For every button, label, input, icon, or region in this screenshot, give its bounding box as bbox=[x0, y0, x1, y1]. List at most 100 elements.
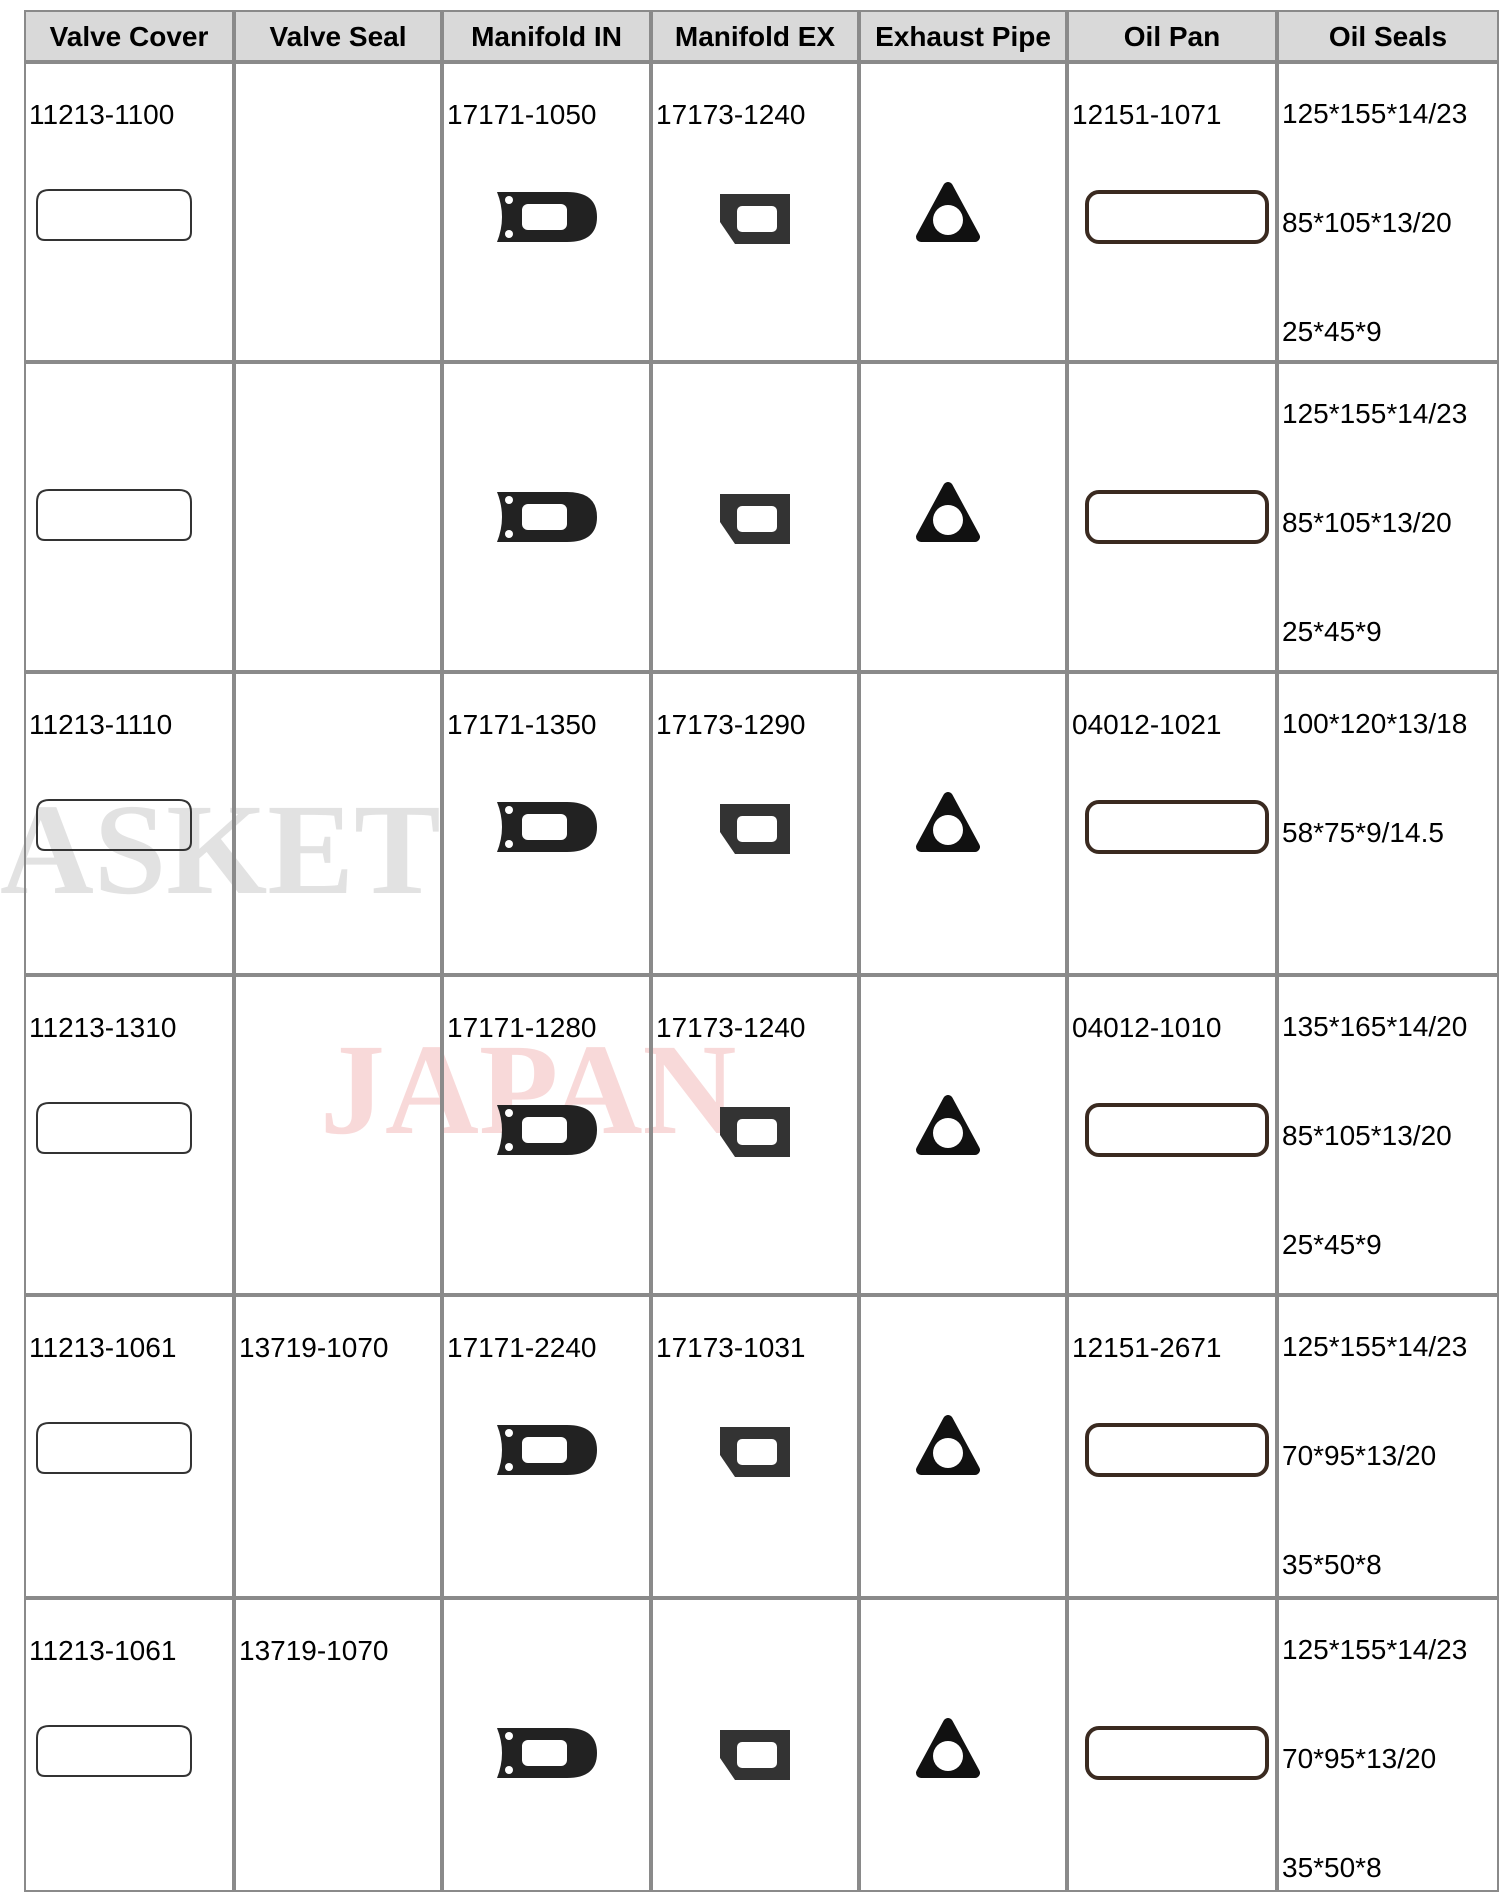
oil-seal-size: 25*45*9 bbox=[1282, 316, 1382, 347]
table-cell bbox=[1277, 362, 1499, 672]
part-number: 17173-1031 bbox=[656, 1332, 806, 1363]
table-cell bbox=[234, 1295, 442, 1598]
oil-seal-size: 85*105*13/20 bbox=[1282, 1120, 1452, 1151]
part-number: 17171-1280 bbox=[447, 1012, 597, 1043]
oil-seal-size: 35*50*8 bbox=[1282, 1549, 1382, 1580]
oil-seal-size: 85*105*13/20 bbox=[1282, 507, 1452, 538]
oil-seal-size: 135*165*14/20 bbox=[1282, 1011, 1468, 1042]
gasket-image bbox=[916, 182, 980, 242]
table-cell bbox=[1277, 62, 1499, 362]
table-cell bbox=[859, 362, 1067, 672]
gasket-image bbox=[916, 1415, 980, 1475]
table-cell bbox=[1067, 1295, 1277, 1598]
table-cell bbox=[1067, 672, 1277, 975]
gasket-image bbox=[36, 189, 192, 241]
gasket-image bbox=[496, 1105, 597, 1155]
gasket-image bbox=[496, 1425, 597, 1475]
gasket-image bbox=[720, 1730, 790, 1780]
table-cell bbox=[442, 62, 651, 362]
oil-seal-size: 100*120*13/18 bbox=[1282, 708, 1468, 739]
part-number: 13719-1070 bbox=[239, 1635, 389, 1666]
table-cell bbox=[651, 362, 859, 672]
part-number: 11213-1110 bbox=[29, 709, 173, 740]
column-header: Valve Cover bbox=[24, 10, 234, 62]
table-cell bbox=[651, 62, 859, 362]
gasket-image bbox=[36, 1102, 192, 1154]
gasket-image bbox=[720, 804, 790, 854]
column-header: Oil Pan bbox=[1067, 10, 1277, 62]
gasket-image bbox=[916, 1718, 980, 1778]
table-cell bbox=[651, 1598, 859, 1892]
table-cell bbox=[1277, 975, 1499, 1295]
oil-seal-size: 125*155*14/23 bbox=[1282, 98, 1468, 129]
table-cell bbox=[24, 62, 234, 362]
part-number: 17173-1290 bbox=[656, 709, 806, 740]
oil-seal-size: 35*50*8 bbox=[1282, 1852, 1382, 1883]
oil-seal-size: 25*45*9 bbox=[1282, 616, 1382, 647]
gasket-image bbox=[1085, 800, 1269, 854]
oil-seal-size: 125*155*14/23 bbox=[1282, 1331, 1468, 1362]
gasket-image bbox=[36, 1422, 192, 1474]
gasket-image bbox=[916, 482, 980, 542]
table-cell bbox=[234, 1598, 442, 1892]
gasket-image bbox=[1085, 1103, 1269, 1157]
table-cell bbox=[234, 62, 442, 362]
table-cell bbox=[859, 1598, 1067, 1892]
part-number: 17173-1240 bbox=[656, 99, 806, 130]
gasket-image bbox=[1085, 190, 1269, 244]
table-cell bbox=[24, 362, 234, 672]
table-cell bbox=[442, 672, 651, 975]
table-cell bbox=[859, 62, 1067, 362]
gasket-image bbox=[916, 792, 980, 852]
gasket-image bbox=[720, 1107, 790, 1157]
table-cell bbox=[859, 672, 1067, 975]
part-number: 11213-1061 bbox=[29, 1635, 177, 1666]
part-number: 11213-1310 bbox=[29, 1012, 177, 1043]
column-header: Oil Seals bbox=[1277, 10, 1499, 62]
table-cell bbox=[651, 975, 859, 1295]
column-header: Exhaust Pipe bbox=[859, 10, 1067, 62]
gasket-image bbox=[36, 1725, 192, 1777]
table-cell bbox=[24, 672, 234, 975]
table-cell bbox=[24, 1295, 234, 1598]
gasket-image bbox=[720, 194, 790, 244]
part-number: 13719-1070 bbox=[239, 1332, 389, 1363]
gasket-image bbox=[496, 492, 597, 542]
table-cell bbox=[24, 975, 234, 1295]
oil-seal-size: 125*155*14/23 bbox=[1282, 1634, 1468, 1665]
column-header: Manifold IN bbox=[442, 10, 651, 62]
table-cell bbox=[651, 672, 859, 975]
part-number: 17173-1240 bbox=[656, 1012, 806, 1043]
gasket-image bbox=[496, 802, 597, 852]
table-cell bbox=[442, 1598, 651, 1892]
table-cell bbox=[859, 975, 1067, 1295]
part-number: 17171-1350 bbox=[447, 709, 597, 740]
gasket-image bbox=[1085, 1423, 1269, 1477]
table-cell bbox=[651, 1295, 859, 1598]
gasket-image bbox=[720, 494, 790, 544]
table-cell bbox=[1067, 975, 1277, 1295]
part-number: 17171-1050 bbox=[447, 99, 597, 130]
table-cell bbox=[1067, 1598, 1277, 1892]
table-cell bbox=[234, 362, 442, 672]
table-cell bbox=[442, 1295, 651, 1598]
oil-seal-size: 25*45*9 bbox=[1282, 1229, 1382, 1260]
gasket-image bbox=[1085, 1726, 1269, 1780]
oil-seal-size: 125*155*14/23 bbox=[1282, 398, 1468, 429]
table-cell bbox=[1067, 62, 1277, 362]
table-cell bbox=[234, 975, 442, 1295]
table-cell bbox=[24, 1598, 234, 1892]
oil-seal-size: 58*75*9/14.5 bbox=[1282, 817, 1444, 848]
gasket-image bbox=[1085, 490, 1269, 544]
gasket-image bbox=[916, 1095, 980, 1155]
gasket-image bbox=[36, 489, 192, 541]
table-cell bbox=[442, 975, 651, 1295]
oil-seal-size: 70*95*13/20 bbox=[1282, 1440, 1437, 1471]
part-number: 04012-1010 bbox=[1072, 1012, 1222, 1043]
part-number: 04012-1021 bbox=[1072, 709, 1222, 740]
part-number: 17171-2240 bbox=[447, 1332, 597, 1363]
table-cell bbox=[1277, 672, 1499, 975]
part-number: 11213-1061 bbox=[29, 1332, 177, 1363]
